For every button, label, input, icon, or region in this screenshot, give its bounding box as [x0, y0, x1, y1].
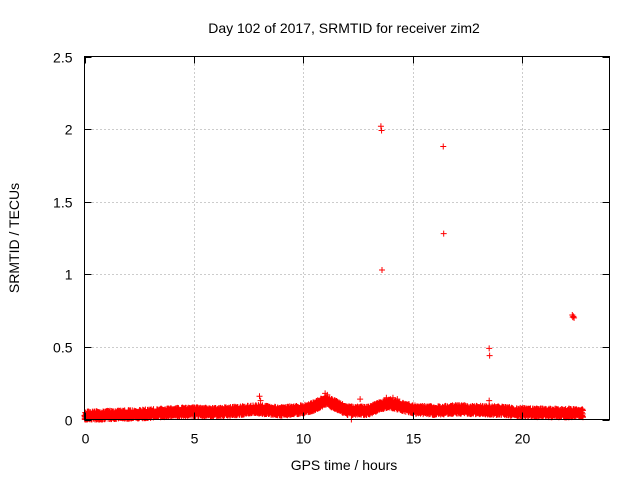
data-point-outlier	[486, 345, 493, 352]
x-tick-label: 5	[191, 431, 199, 447]
plot-frame	[84, 56, 610, 420]
y-tick-label: 1	[65, 267, 73, 283]
data-point-outlier	[378, 127, 385, 134]
grid-lines	[84, 56, 610, 420]
data-point-outlier	[440, 143, 447, 150]
data-point-outlier	[379, 266, 385, 273]
axis-ticks	[84, 56, 610, 421]
x-axis-title: GPS time / hours	[291, 457, 398, 473]
data-point-outlier	[440, 230, 447, 237]
chart-title: Day 102 of 2017, SRMTID for receiver zim…	[208, 20, 480, 36]
axis-tick-labels: 0 5 10 15 20 0 0.5 1 1.5 2 2.5	[53, 50, 530, 447]
data-point-outlier	[570, 313, 577, 320]
data-point-outlier	[256, 393, 263, 400]
y-axis-title: SRMTID / TECUs	[6, 183, 22, 293]
y-tick-label: 0	[65, 413, 73, 429]
data-points	[81, 123, 586, 423]
x-tick-label: 10	[296, 431, 312, 447]
y-tick-label: 1.5	[53, 195, 73, 211]
y-tick-label: 2	[65, 122, 73, 138]
x-tick-label: 0	[82, 431, 90, 447]
y-tick-label: 2.5	[53, 50, 73, 66]
x-tick-label: 15	[406, 431, 422, 447]
data-point-outlier	[357, 396, 364, 403]
y-tick-label: 0.5	[53, 340, 73, 356]
data-point-outlier	[377, 123, 384, 130]
data-point-outlier	[486, 352, 493, 359]
x-tick-label: 20	[515, 431, 531, 447]
data-point-outlier	[486, 397, 493, 404]
